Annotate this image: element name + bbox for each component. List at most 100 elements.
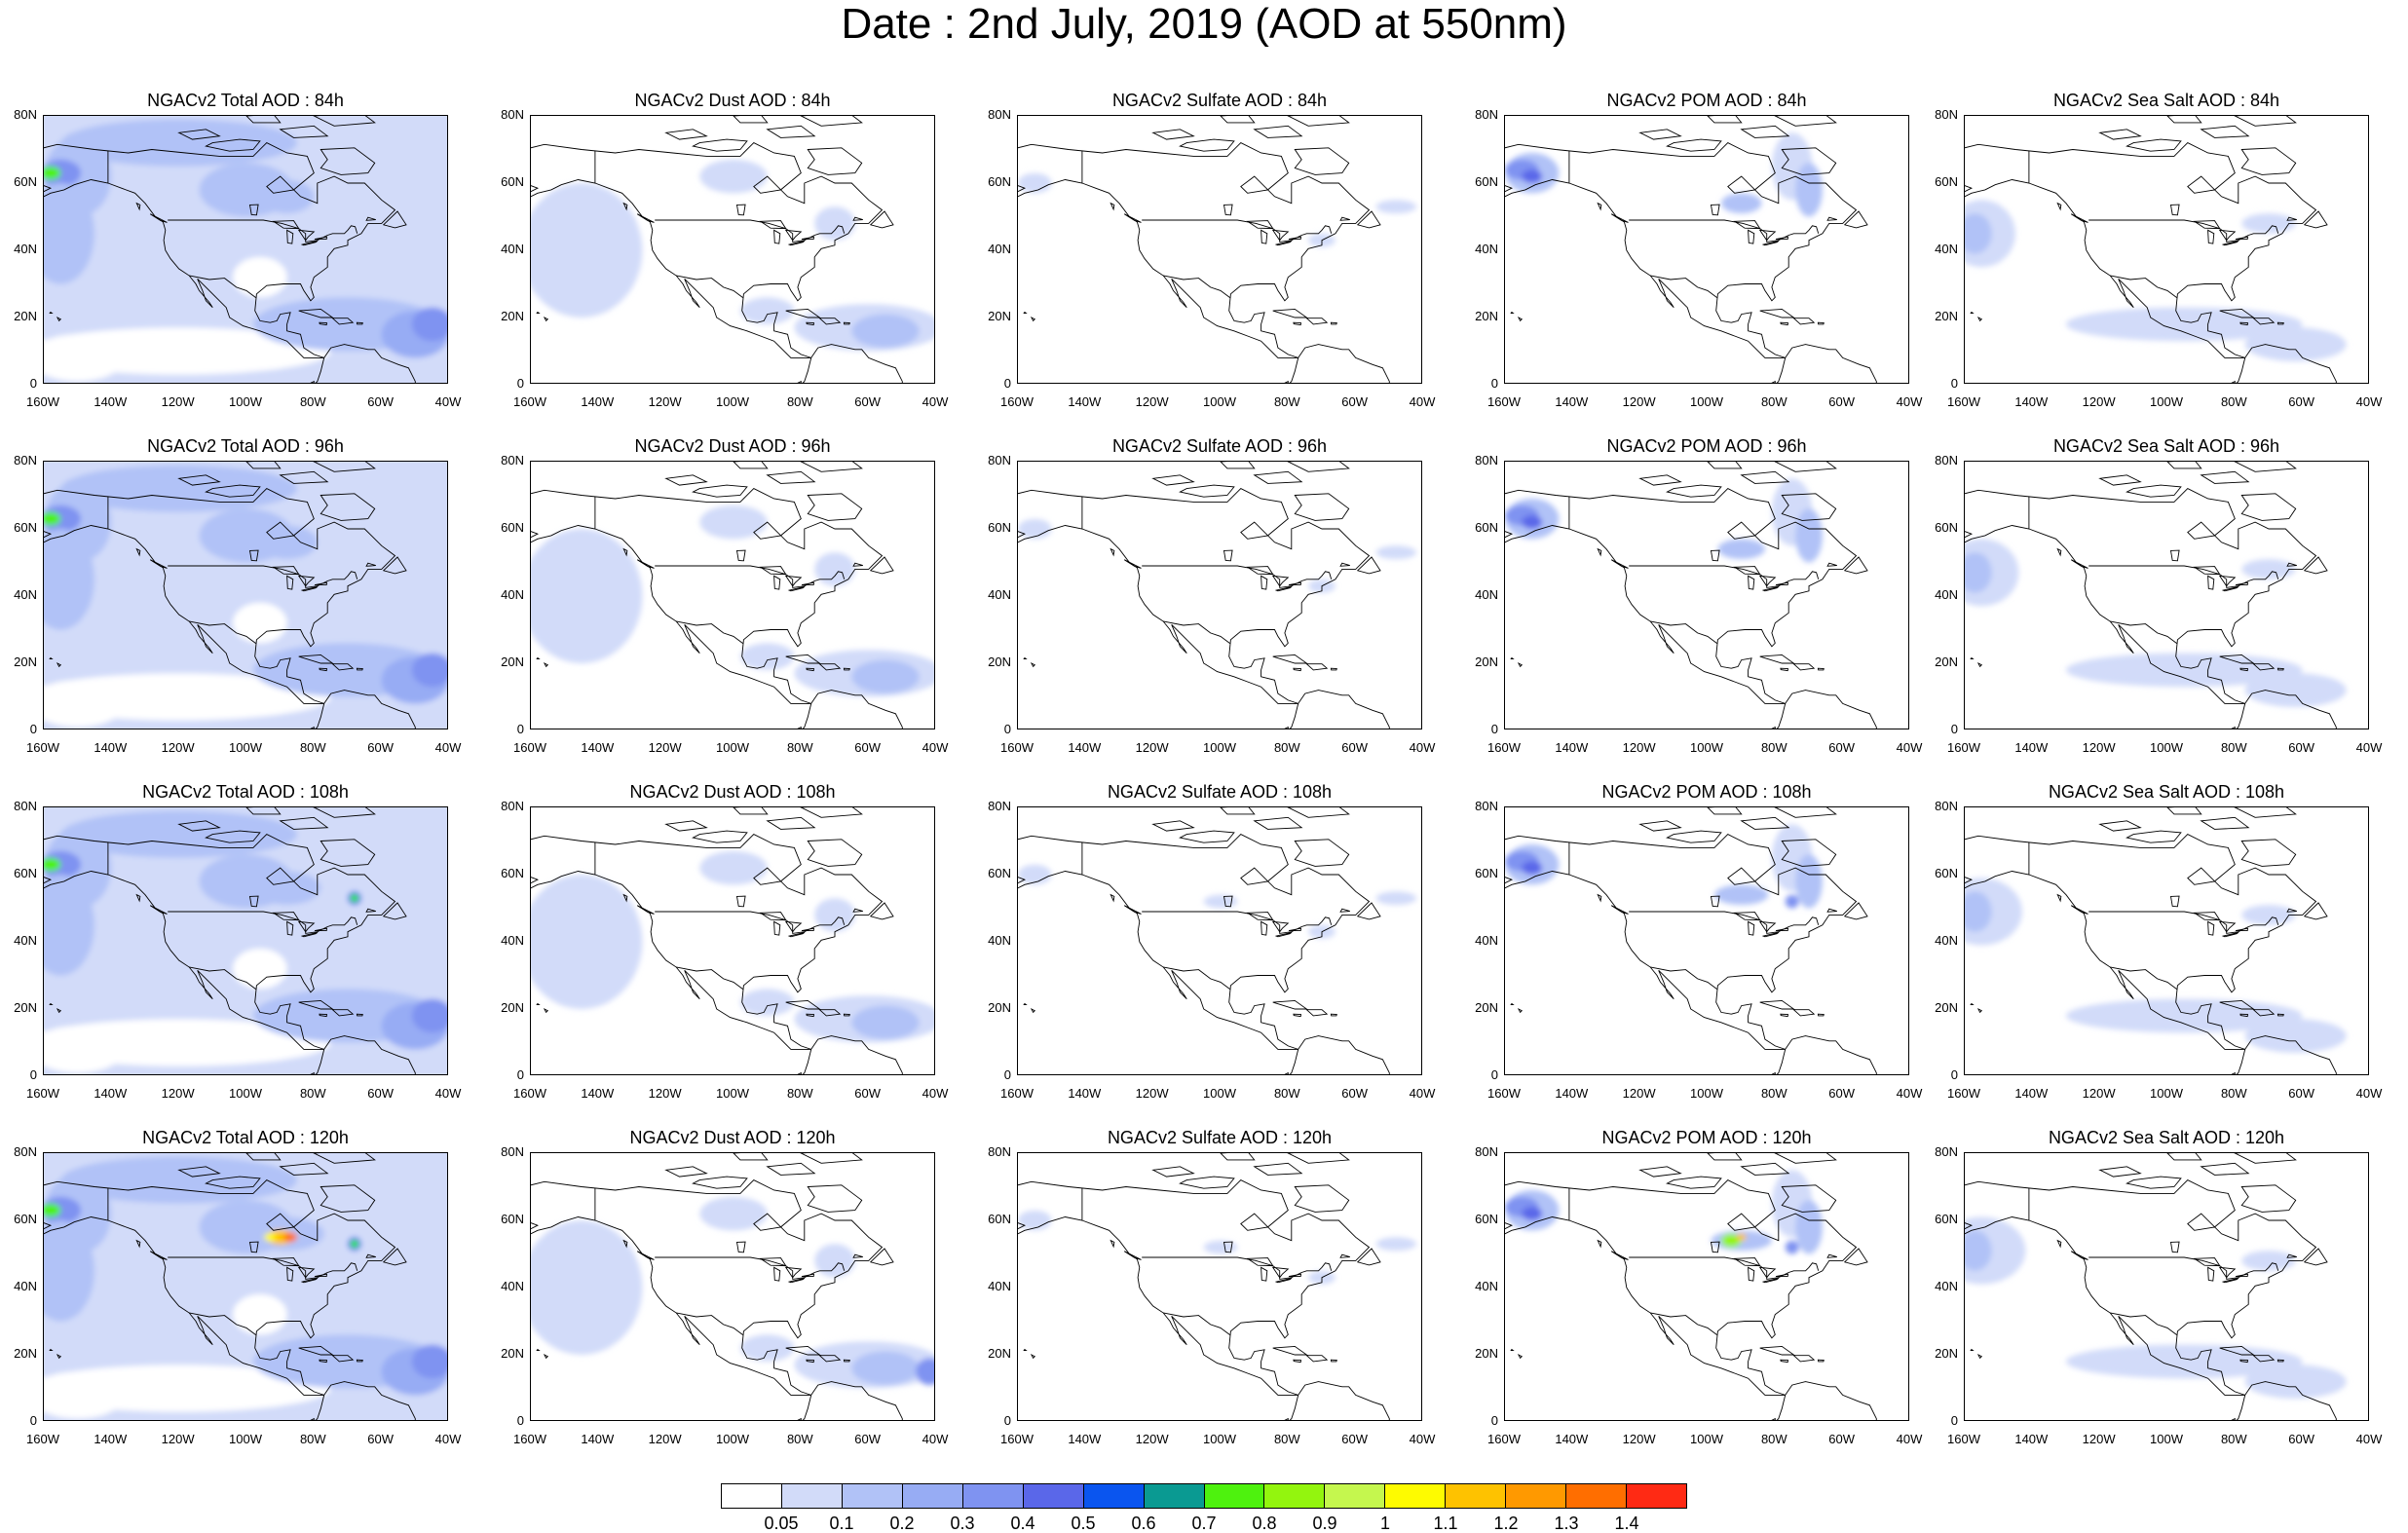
lon-tick-label: 100W [229, 394, 262, 409]
lat-tick-label: 20N [14, 309, 37, 323]
lat-tick-label: 80N [988, 799, 1011, 813]
island-coastline [1123, 213, 1142, 223]
coastlines [44, 462, 416, 729]
island-coastline [806, 321, 815, 326]
island-coastline [1030, 661, 1036, 668]
lon-tick-label: 140W [1068, 1086, 1102, 1101]
aod-field [531, 505, 934, 697]
map-panel: NGACv2 Sulfate AOD : 120h 80N 60N 40N 20N 0 16… [974, 1127, 1461, 1473]
us-mexico-border [2110, 1312, 2177, 1335]
island-coastline [382, 902, 407, 920]
island-coastline [2056, 202, 2062, 211]
island-coastline [1293, 667, 1302, 672]
aod-plume [2066, 653, 2303, 688]
lake-outline [1288, 927, 1302, 932]
island-coastline [1976, 661, 1983, 668]
lat-tick-label: 40N [1475, 1279, 1498, 1293]
aod-plume [814, 552, 855, 586]
lat-tick-label: 20N [988, 1000, 1011, 1015]
island-coastline [2098, 820, 2142, 832]
island-coastline [636, 559, 655, 569]
island-coastline [1287, 116, 1350, 127]
lake-outline [784, 229, 803, 242]
lake-outline [787, 585, 806, 592]
island-coastline [2200, 470, 2250, 484]
lat-tick-label: 0 [1490, 376, 1498, 391]
aod-plume [531, 529, 643, 663]
lat-tick-label: 0 [1490, 1413, 1498, 1428]
island-coastline [1610, 213, 1629, 223]
aod-field [1965, 1216, 2347, 1399]
aod-plume [916, 1358, 934, 1386]
island-coastline [664, 129, 708, 140]
island-coastline [2098, 1166, 2142, 1178]
island-coastline [800, 1153, 863, 1164]
lat-tick-label: 40N [501, 587, 524, 602]
continent-coastline [531, 834, 903, 1074]
lake-outline [1274, 1277, 1293, 1284]
lat-tick-label: 80N [501, 799, 524, 813]
island-coastline [205, 830, 261, 843]
continent-coastline [44, 1179, 416, 1420]
lon-tick-label: 120W [161, 394, 195, 409]
map-panel: NGACv2 POM AOD : 120h 80N 60N 40N 20N 0 160W 14… [1461, 1127, 1948, 1473]
island-coastline [320, 147, 376, 175]
aod-map [530, 1152, 935, 1421]
lon-tick-label: 140W [1555, 1086, 1589, 1101]
lake-outline [1271, 920, 1290, 933]
lon-tick-label: 40W [2355, 394, 2383, 409]
island-coastline [1740, 816, 1790, 830]
island-coastline [622, 202, 628, 211]
lake-outline [735, 204, 746, 216]
coastlines [1505, 462, 1877, 729]
island-coastline [1110, 202, 1115, 211]
panel-title: NGACv2 Dust AOD : 120h [629, 1128, 836, 1147]
us-canada-border [655, 911, 846, 934]
us-canada-border [2088, 219, 2279, 243]
island-coastline [49, 1348, 54, 1351]
island-coastline [177, 474, 221, 486]
island-coastline [149, 213, 168, 223]
island-coastline [869, 1248, 894, 1266]
island-coastline [1976, 1353, 1983, 1360]
lake-outline [248, 204, 259, 216]
map-panel: NGACv2 Total AOD : 84h 80N 60N 40N 20N 0 160W 1… [0, 90, 487, 435]
aod-field [1505, 1170, 1823, 1254]
island-coastline [1330, 667, 1337, 671]
lat-tick-label: 20N [988, 654, 1011, 669]
island-coastline [1976, 1007, 1983, 1014]
aod-plume [44, 1371, 126, 1419]
lake-outline [2207, 575, 2215, 590]
aod-plume [699, 850, 768, 885]
aod-plume [2244, 327, 2347, 361]
island-coastline [2126, 138, 2182, 152]
island-coastline [636, 213, 655, 223]
lake-outline [2218, 920, 2237, 933]
island-coastline [852, 562, 863, 567]
lake-outline [300, 931, 319, 938]
island-coastline [2098, 129, 2142, 140]
aod-plume [1717, 539, 1765, 559]
colorbar-swatch [722, 1484, 782, 1508]
island-coastline [1330, 321, 1337, 325]
lake-outline [735, 1241, 746, 1253]
lon-tick-label: 100W [229, 1086, 262, 1101]
lon-tick-label: 160W [1947, 740, 1980, 755]
aod-map-canvas [1018, 1153, 1417, 1420]
map-panel: NGACv2 Dust AOD : 120h 80N 60N 40N 20N 0 160W 1… [487, 1127, 974, 1473]
us-canada-border [655, 1256, 846, 1280]
aod-map [1017, 461, 1422, 729]
colorbar-label: 0.5 [1071, 1514, 1096, 1533]
island-coastline [1179, 138, 1235, 152]
lake-outline [286, 1266, 294, 1282]
aod-plume [44, 850, 82, 879]
continent-coastline [1018, 142, 1390, 383]
lon-tick-label: 140W [94, 1086, 128, 1101]
island-coastline [1287, 1153, 1350, 1164]
island-coastline [1792, 318, 1816, 325]
lake-outline [2218, 229, 2237, 242]
us-mexico-border [676, 620, 743, 644]
aod-plume [1795, 163, 1823, 217]
island-coastline [1110, 547, 1115, 557]
panel-title: NGACv2 Sulfate AOD : 108h [1107, 782, 1333, 802]
